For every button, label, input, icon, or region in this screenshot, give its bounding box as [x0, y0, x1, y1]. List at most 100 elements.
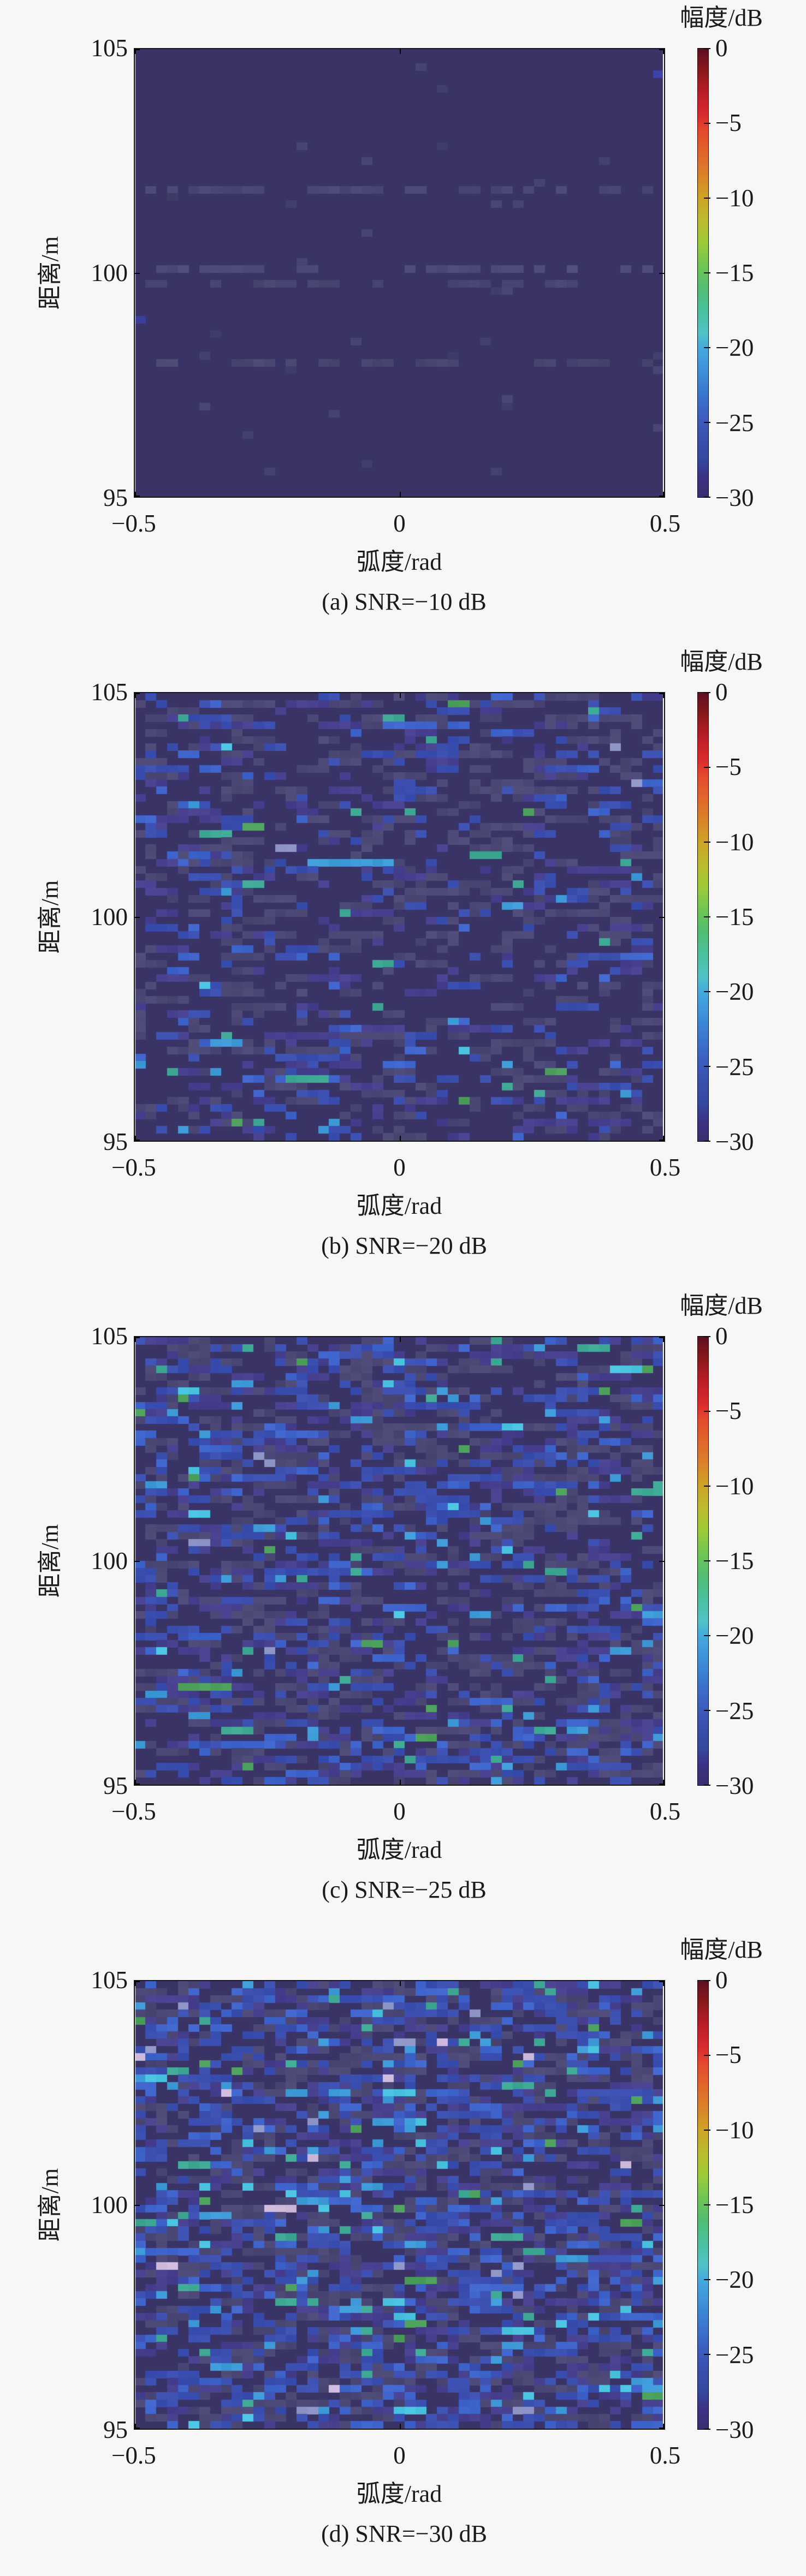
colorbar-tick-label: −15	[715, 259, 754, 287]
axis-tickmark	[135, 49, 136, 54]
axis-tickmark	[135, 273, 140, 274]
axis-tickmark	[659, 273, 664, 274]
colorbar-tick-label: −5	[715, 2041, 742, 2069]
x-tick-label: 0.5	[649, 2442, 681, 2469]
axis-tickmark	[399, 2424, 401, 2429]
subplot-caption: (c) SNR=−25 dB	[322, 1876, 487, 1903]
colorbar-tickmark	[704, 1560, 710, 1561]
x-axis-label: 弧度/rad	[356, 2480, 442, 2507]
y-tick-label: 100	[91, 903, 128, 931]
colorbar-tick-label: −30	[715, 484, 754, 511]
x-tick-label: −0.5	[111, 1798, 156, 1825]
axis-tickmark	[399, 1780, 401, 1785]
colorbar-tick-label: −25	[715, 1053, 754, 1081]
axis-tickmark	[135, 1337, 136, 1342]
axis-tickmark	[663, 1981, 664, 1986]
axis-tickmark	[663, 2424, 664, 2429]
axis-tickmark	[663, 1780, 664, 1785]
colorbar-tickmark	[704, 692, 710, 693]
colorbar-title: 幅度/dB	[680, 4, 763, 31]
colorbar-tickmark	[704, 1486, 710, 1487]
axis-tickmark	[659, 1337, 664, 1338]
colorbar-tickmark	[704, 497, 710, 498]
axis-tickmark	[135, 1337, 140, 1338]
heatmap-plot-area	[134, 1336, 665, 1786]
colorbar-tickmark	[704, 422, 710, 423]
x-tick-label: 0.5	[649, 510, 681, 537]
colorbar-tick-label: −30	[715, 1128, 754, 1155]
y-tick-label: 100	[91, 259, 128, 287]
colorbar-tickmark	[704, 347, 710, 348]
colorbar-tickmark	[704, 123, 710, 124]
axis-tickmark	[659, 496, 664, 497]
colorbar-tickmark	[704, 2354, 710, 2355]
axis-tickmark	[659, 1784, 664, 1785]
colorbar-tick-label: 0	[715, 678, 728, 706]
heatmap-panel-b: 幅度/dB 距离/m 弧度/rad (b) SNR=−20 dB 105 100 9…	[0, 644, 806, 1288]
axis-tickmark	[659, 2205, 664, 2206]
axis-tickmark	[399, 492, 401, 497]
colorbar-tickmark	[704, 2204, 710, 2205]
axis-tickmark	[659, 1981, 664, 1982]
axis-tickmark	[659, 917, 664, 918]
heatmap-canvas	[135, 49, 664, 497]
axis-tickmark	[135, 496, 140, 497]
axis-tickmark	[663, 492, 664, 497]
colorbar-tick-label: 0	[715, 1966, 728, 1994]
colorbar-tickmark	[704, 916, 710, 917]
colorbar-title: 幅度/dB	[680, 1292, 763, 1319]
heatmap-panel-c: 幅度/dB 距离/m 弧度/rad (c) SNR=−25 dB 105 100 9…	[0, 1288, 806, 1932]
x-tick-label: −0.5	[111, 1154, 156, 1181]
axis-tickmark	[399, 1136, 401, 1141]
colorbar-tickmark	[704, 842, 710, 843]
axis-tickmark	[399, 49, 401, 54]
axis-tickmark	[135, 1981, 140, 1982]
axis-tickmark	[135, 693, 140, 694]
colorbar-title: 幅度/dB	[680, 1936, 763, 1963]
heatmap-panel-d: 幅度/dB 距离/m 弧度/rad (d) SNR=−30 dB 105 100 9…	[0, 1932, 806, 2576]
heatmap-plot-area	[134, 692, 665, 1142]
heatmap-canvas	[135, 693, 664, 1141]
axis-tickmark	[399, 1337, 401, 1342]
axis-tickmark	[135, 2428, 140, 2429]
y-tick-label: 105	[91, 1966, 128, 1994]
x-tick-label: −0.5	[111, 510, 156, 537]
colorbar-tick-label: 0	[715, 1322, 728, 1350]
colorbar-tickmark	[704, 1411, 710, 1412]
x-tick-label: 0.5	[649, 1154, 681, 1181]
colorbar-tick-label: −15	[715, 903, 754, 931]
x-tick-label: 0	[393, 510, 406, 537]
colorbar-tick-label: −25	[715, 1697, 754, 1725]
colorbar-tick-label: −20	[715, 2266, 754, 2294]
colorbar-tickmark	[704, 767, 710, 768]
axis-tickmark	[659, 693, 664, 694]
colorbar	[697, 1980, 710, 2430]
x-axis-label: 弧度/rad	[356, 1836, 442, 1863]
y-tick-label: 95	[103, 1772, 128, 1799]
colorbar-tickmark	[704, 1066, 710, 1067]
x-tick-label: −0.5	[111, 2442, 156, 2469]
y-tick-label: 95	[103, 1128, 128, 1155]
colorbar-tickmark	[704, 2429, 710, 2430]
subplot-caption: (b) SNR=−20 dB	[321, 1232, 487, 1259]
y-tick-label: 100	[91, 2191, 128, 2219]
axis-tickmark	[135, 492, 136, 497]
colorbar-tickmark	[704, 1980, 710, 1981]
axis-tickmark	[135, 1561, 140, 1562]
colorbar-tickmark	[704, 2055, 710, 2056]
colorbar-tickmark	[704, 272, 710, 273]
x-axis-label: 弧度/rad	[356, 1192, 442, 1219]
colorbar-tick-label: −15	[715, 1547, 754, 1575]
subplot-caption: (a) SNR=−10 dB	[322, 588, 487, 615]
axis-tickmark	[135, 1780, 136, 1785]
colorbar-tickmark	[704, 1635, 710, 1636]
colorbar	[697, 48, 710, 498]
heatmap-canvas	[135, 1337, 664, 1785]
colorbar-tickmark	[704, 1785, 710, 1786]
colorbar-tickmark	[704, 48, 710, 49]
colorbar-tick-label: −10	[715, 184, 754, 212]
axis-tickmark	[135, 1136, 136, 1141]
axis-tickmark	[399, 1981, 401, 1986]
axis-tickmark	[135, 1981, 136, 1986]
